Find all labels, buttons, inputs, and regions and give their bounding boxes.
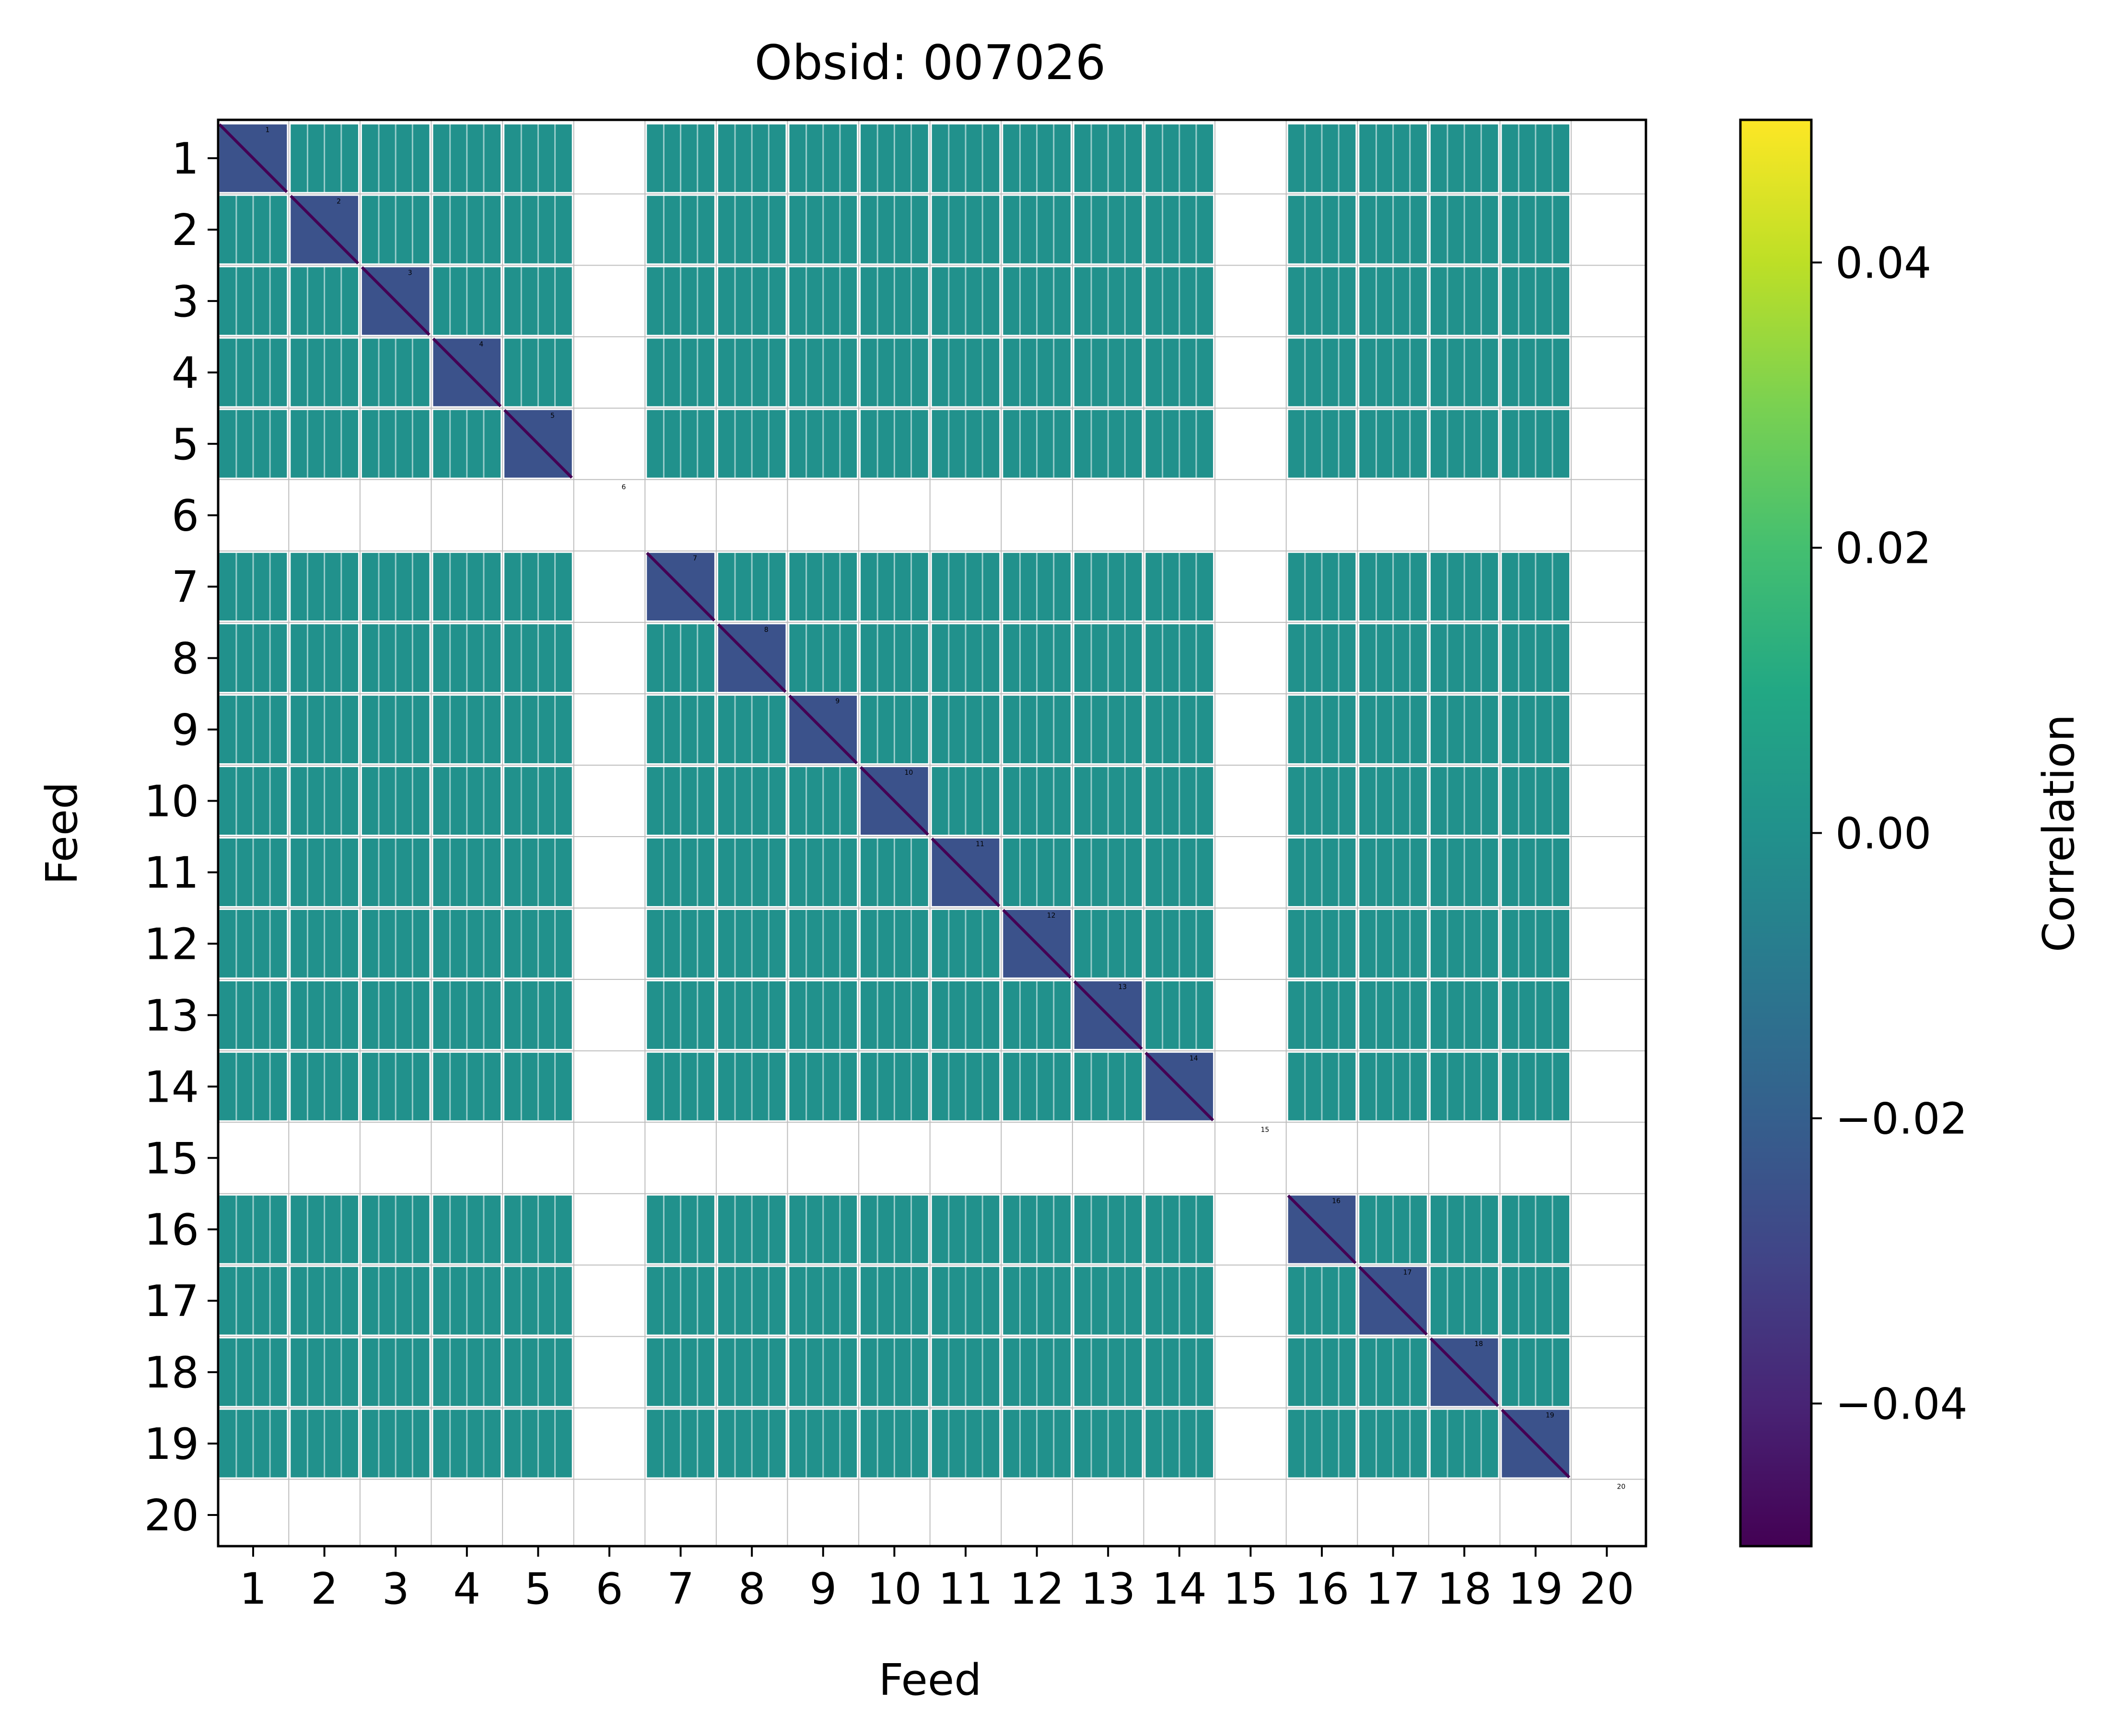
y-tick-label: 9 xyxy=(172,705,199,756)
feed-annotation: 13 xyxy=(1118,983,1127,991)
diagonal-marker xyxy=(931,837,1001,908)
x-tick-label: 8 xyxy=(738,1564,766,1614)
y-tick-label: 16 xyxy=(144,1205,199,1255)
diagonal-marker xyxy=(1073,980,1143,1050)
x-tick-label: 3 xyxy=(382,1564,409,1614)
heatmap-cells xyxy=(219,124,1570,1478)
x-tick-label: 1 xyxy=(239,1564,267,1614)
feed-annotation: 14 xyxy=(1190,1055,1198,1062)
x-tick-label: 7 xyxy=(667,1564,694,1614)
x-axis-ticks: 1 2 3 4 5 6 7 8 9 10 11 12 13 14 15 16 17 18 19 20 xyxy=(239,1546,1634,1614)
plot-frame xyxy=(217,118,1647,1548)
y-axis-label: Feed xyxy=(37,782,87,885)
colorbar-tick-label: 0.04 xyxy=(1835,238,1931,289)
x-tick-label: 17 xyxy=(1365,1564,1421,1614)
x-tick-label: 13 xyxy=(1081,1564,1136,1614)
diagonal-marker xyxy=(717,623,787,693)
diagonal-marker xyxy=(1144,1051,1214,1121)
colorbar-label: Correlation xyxy=(2034,714,2084,952)
feed-annotation: 20 xyxy=(1617,1483,1625,1491)
x-tick-label: 16 xyxy=(1295,1564,1350,1614)
x-tick-label: 18 xyxy=(1437,1564,1492,1614)
y-tick-label: 18 xyxy=(144,1348,199,1398)
feed-annotation: 2 xyxy=(337,198,341,205)
diagonal-marker xyxy=(432,338,502,408)
x-tick-label: 2 xyxy=(311,1564,338,1614)
diagonal-marker xyxy=(361,266,431,336)
feed-annotation: 15 xyxy=(1260,1126,1269,1134)
diagonal-marker xyxy=(1358,1266,1428,1336)
heatmap-diagonal xyxy=(218,123,1571,1479)
y-tick-label: 10 xyxy=(144,777,199,827)
x-tick-label: 5 xyxy=(525,1564,552,1614)
diagonal-marker xyxy=(218,123,288,193)
feed-annotation: 8 xyxy=(764,626,769,634)
feed-annotation: 19 xyxy=(1546,1412,1554,1420)
y-tick-label: 1 xyxy=(172,134,199,184)
y-tick-label: 3 xyxy=(172,277,199,327)
y-tick-label: 20 xyxy=(144,1491,199,1541)
diagonal-marker xyxy=(1501,1409,1571,1479)
colorbar-gradient xyxy=(1740,120,1811,1546)
colorbar-tick-label: −0.02 xyxy=(1835,1094,1968,1144)
diagonal-marker xyxy=(646,552,716,622)
y-tick-label: 4 xyxy=(172,348,199,398)
x-tick-label: 9 xyxy=(809,1564,837,1614)
colorbar-tick-label: 0.00 xyxy=(1835,809,1931,859)
y-tick-label: 11 xyxy=(144,848,199,898)
diagonal-marker xyxy=(1429,1337,1499,1407)
diagonal-marker xyxy=(1002,909,1072,979)
y-tick-label: 19 xyxy=(144,1419,199,1469)
feed-annotation: 16 xyxy=(1332,1198,1341,1205)
chart-title: Obsid: 007026 xyxy=(755,35,1106,91)
y-tick-label: 17 xyxy=(144,1276,199,1327)
y-tick-label: 13 xyxy=(144,990,199,1041)
feed-annotation: 11 xyxy=(976,840,984,848)
y-tick-label: 12 xyxy=(144,919,199,969)
x-tick-label: 12 xyxy=(1009,1564,1064,1614)
diagonal-marker xyxy=(1287,1194,1357,1264)
feed-annotation: 1 xyxy=(266,127,270,134)
diagonal-marker xyxy=(503,409,573,479)
colorbar-ticks: −0.04 −0.02 0.00 0.02 0.04 xyxy=(1811,238,1968,1430)
x-tick-label: 14 xyxy=(1152,1564,1207,1614)
feed-annotation: 17 xyxy=(1403,1269,1412,1277)
x-tick-label: 20 xyxy=(1579,1564,1634,1614)
x-tick-label: 19 xyxy=(1508,1564,1563,1614)
colorbar: −0.04 −0.02 0.00 0.02 0.04 Correlation xyxy=(1739,118,2084,1548)
x-tick-label: 15 xyxy=(1223,1564,1278,1614)
diagonal-marker xyxy=(859,766,929,836)
diagonal-marker xyxy=(290,195,360,265)
x-tick-label: 6 xyxy=(595,1564,623,1614)
y-tick-label: 8 xyxy=(172,634,199,684)
feed-annotation: 7 xyxy=(693,555,697,562)
x-tick-label: 4 xyxy=(453,1564,480,1614)
feed-annotation: 5 xyxy=(550,412,555,419)
feed-annotation: 18 xyxy=(1474,1340,1483,1348)
y-tick-label: 5 xyxy=(172,419,199,470)
y-tick-label: 6 xyxy=(172,491,199,541)
heatmap-grid xyxy=(218,120,1646,1546)
y-tick-label: 7 xyxy=(172,562,199,613)
y-tick-label: 2 xyxy=(172,205,199,256)
x-tick-label: 11 xyxy=(938,1564,993,1614)
colorbar-tick-label: 0.02 xyxy=(1835,524,1931,574)
feed-annotation: 4 xyxy=(479,340,483,348)
diagonal-marker xyxy=(788,694,858,765)
feed-annotation: 3 xyxy=(408,269,412,277)
x-axis-label: Feed xyxy=(879,1655,982,1705)
feed-annotation: 10 xyxy=(904,769,913,777)
feed-annotation: 12 xyxy=(1047,912,1056,920)
colorbar-tick-label: −0.04 xyxy=(1835,1379,1968,1430)
x-tick-label: 10 xyxy=(867,1564,922,1614)
y-tick-label: 14 xyxy=(144,1062,199,1112)
y-tick-label: 15 xyxy=(144,1133,199,1184)
feed-annotation: 6 xyxy=(622,483,626,491)
feed-annotation: 9 xyxy=(835,698,840,705)
